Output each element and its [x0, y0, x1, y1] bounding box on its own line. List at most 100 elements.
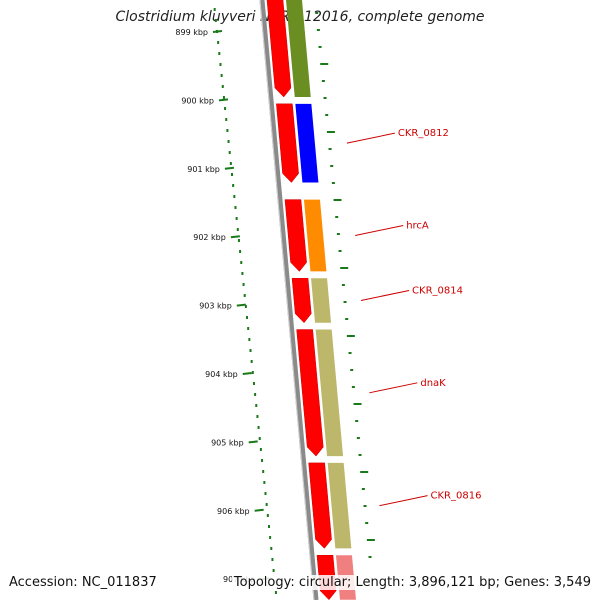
gc-dot [272, 569, 275, 572]
skew-dot [355, 420, 359, 422]
skew-dot [365, 522, 369, 524]
gc-dot [247, 327, 250, 330]
skew-dot [358, 454, 362, 456]
skew-dot [341, 284, 345, 286]
tick-label-3: 902 kbp [193, 233, 226, 242]
gc-dot [225, 118, 228, 121]
cds-arrow-2 [284, 199, 307, 272]
skew-dot [348, 352, 352, 354]
leader-line-5 [379, 495, 428, 507]
skew-dot [320, 63, 329, 65]
skew-dot [335, 216, 339, 218]
gc-dot [266, 514, 269, 517]
backbone [259, 0, 319, 600]
leader-line-2 [355, 225, 404, 236]
skew-dot [333, 199, 342, 201]
gc-dot [252, 382, 255, 385]
gene-label-3: CKR_0814 [412, 285, 463, 296]
leader-line-1 [346, 132, 395, 144]
tick-mark-3 [230, 235, 240, 239]
skew-dot [328, 148, 332, 150]
gc-dot [240, 261, 243, 264]
gc-dot [219, 63, 222, 66]
leader-line-3 [360, 289, 410, 301]
tick-label-6: 905 kbp [211, 438, 244, 447]
gc-dot [271, 558, 274, 561]
gene-label-4: dnaK [420, 378, 446, 389]
skew-dot [346, 335, 355, 337]
tick-label-4: 903 kbp [199, 302, 232, 311]
gc-dot [231, 173, 234, 176]
accession-text: Accession: NC_011837 [9, 575, 157, 590]
tick-label-7: 906 kbp [217, 507, 250, 516]
gc-dot [217, 41, 220, 44]
gc-dot [257, 426, 260, 429]
gc-dot [242, 283, 245, 286]
tick-label-2: 901 kbp [187, 165, 220, 174]
cds-arrow-4 [296, 329, 324, 457]
gc-dot [237, 239, 240, 242]
gc-dot [227, 140, 230, 143]
gc-dot [244, 305, 247, 308]
gc-content-track [213, 8, 375, 594]
gc-dot [221, 85, 224, 88]
gc-dot [267, 525, 270, 528]
cds-arrow-5 [308, 462, 332, 549]
genome-stats-text: Topology: circular; Length: 3,896,121 bp… [231, 575, 591, 590]
gc-dot [251, 371, 254, 374]
cog-bar-1 [295, 103, 319, 183]
skew-dot [345, 318, 349, 320]
skew-dot [360, 471, 369, 473]
cds-arrow-1 [276, 103, 299, 183]
skew-dot [351, 386, 355, 388]
cog-bar-0 [286, 0, 311, 97]
skew-dot [331, 182, 335, 184]
gene-labels: CKR_0812 hrcA CKR_0814 dnaK CKR_0816 [346, 128, 482, 507]
skew-dot [363, 505, 367, 507]
tick-label-0: 899 kbp [175, 28, 208, 37]
gc-dot [213, 8, 216, 11]
tick-mark-6 [248, 440, 258, 444]
gc-dot [235, 217, 238, 220]
gc-dot [249, 349, 252, 352]
gc-dot [243, 294, 246, 297]
gc-dot [236, 228, 239, 231]
cog-bar-4 [315, 329, 344, 457]
gc-dot [222, 96, 225, 99]
skew-dot [343, 301, 347, 303]
cog-bar-3 [311, 278, 332, 323]
tick-mark-0 [212, 30, 223, 33]
gene-label-1: CKR_0812 [398, 128, 449, 139]
tick-label-1: 900 kbp [181, 96, 214, 105]
skew-dot [323, 97, 327, 99]
tick-mark-7 [254, 508, 264, 512]
gc-dot [258, 437, 261, 440]
skew-dot [336, 233, 340, 235]
gc-dot [259, 448, 262, 451]
skew-dot [353, 403, 362, 405]
skew-dot [340, 267, 349, 269]
gene-label-2: hrcA [406, 220, 429, 231]
skew-dot [356, 437, 360, 439]
gc-dot [214, 19, 217, 22]
cds-arrow-0 [266, 0, 292, 98]
gc-dot [265, 503, 268, 506]
skew-dot [330, 165, 334, 167]
tick-mark-4 [236, 303, 246, 307]
cog-bar-5 [327, 462, 352, 549]
gc-dot [246, 316, 249, 319]
skew-dot [326, 131, 335, 133]
gc-dot [233, 195, 236, 198]
gc-dot [263, 481, 266, 484]
gene-label-5: CKR_0816 [431, 491, 482, 502]
tick-mark-1 [218, 98, 229, 102]
skew-dot [350, 369, 354, 371]
skew-dot [368, 556, 372, 558]
skew-dot [318, 46, 322, 48]
gc-dot [226, 129, 229, 132]
gc-dot [229, 162, 232, 165]
cds-arrow-3 [291, 277, 312, 324]
gc-dot [264, 492, 267, 495]
gc-dot [224, 107, 227, 110]
